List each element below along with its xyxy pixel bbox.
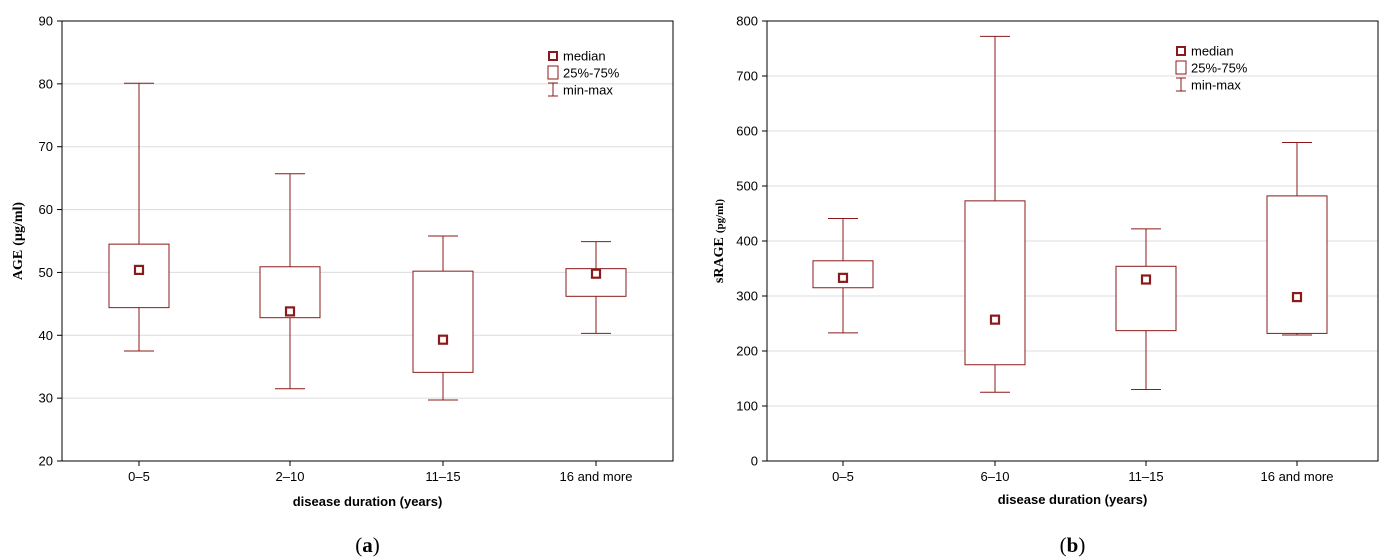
y-tick-label: 20 <box>39 454 53 469</box>
y-tick-label: 90 <box>39 14 53 29</box>
legend: median 25%-75% min-max <box>547 49 620 98</box>
y-tick-label: 600 <box>736 124 758 139</box>
box-2 <box>412 235 474 401</box>
y-tick-label: 500 <box>736 179 758 194</box>
median-marker <box>989 314 1001 325</box>
box-1 <box>259 173 321 390</box>
y-tick-label: 80 <box>39 76 53 91</box>
panel-label-letter: b <box>1067 533 1079 557</box>
x-axis-title: disease duration (years) <box>998 492 1148 507</box>
panel-label-open: ( <box>355 533 362 557</box>
legend: median 25%-75% min-max <box>1175 44 1248 93</box>
x-tick-label: 11–15 <box>1128 469 1163 484</box>
chart-panel-a: 20 30 40 50 60 70 80 90 0–5 2–10 11–15 16 and more d… <box>11 14 674 557</box>
plot-frame <box>61 20 674 462</box>
panel-label-letter: a <box>362 533 373 557</box>
box-0 <box>812 217 874 334</box>
y-axis-title: sRAGE (pg/ml) <box>712 199 727 283</box>
iqr-box <box>964 200 1026 366</box>
x-tick-label: 11–15 <box>425 469 460 484</box>
legend-whisker-label: min-max <box>563 83 613 98</box>
x-tick-label: 16 and more <box>560 469 633 484</box>
y-axis-title-unit: (pg/ml) <box>714 199 726 234</box>
y-axis-title-main: sRAGE <box>712 237 727 283</box>
legend-median-label: median <box>563 49 606 64</box>
y-tick-label: 100 <box>736 399 758 414</box>
y-tick-label: 70 <box>39 139 53 154</box>
y-tick-label: 300 <box>736 289 758 304</box>
iqr-box <box>108 243 170 309</box>
panel-label: (a) <box>355 533 380 557</box>
plot-frame <box>766 20 1379 462</box>
panel-label-close: ) <box>373 533 380 557</box>
median-marker <box>1140 274 1152 285</box>
legend-median-swatch <box>548 51 558 61</box>
iqr-box <box>412 270 474 373</box>
x-tick-label: 16 and more <box>1261 469 1334 484</box>
y-tick-label: 700 <box>736 69 758 84</box>
y-axis-title-unit: (µg/ml) <box>11 202 26 246</box>
y-tick-label: 60 <box>39 202 53 217</box>
panel-label: (b) <box>1060 533 1086 557</box>
legend-box-label: 25%-75% <box>1191 61 1248 76</box>
x-tick-label: 0–5 <box>832 469 854 484</box>
box-3 <box>565 241 627 334</box>
median-marker <box>437 334 449 345</box>
iqr-box <box>1266 195 1328 334</box>
median-marker <box>133 264 145 276</box>
y-tick-label: 0 <box>751 454 758 469</box>
chart-panel-b: 0 100 200 300 400 500 600 700 800 0–5 6–10 11–15 16 … <box>712 14 1379 557</box>
box-0 <box>108 82 170 352</box>
y-axis-title: AGE (µg/ml) <box>11 202 26 281</box>
median-marker <box>837 272 849 283</box>
panel-label-open: ( <box>1060 533 1067 557</box>
y-tick-label: 200 <box>736 344 758 359</box>
legend-median-swatch <box>1176 46 1186 56</box>
box-3 <box>1266 142 1328 336</box>
y-tick-label: 800 <box>736 14 758 29</box>
legend-box-label: 25%-75% <box>563 66 620 81</box>
x-tick-label: 6–10 <box>981 469 1010 484</box>
x-tick-label: 0–5 <box>128 469 150 484</box>
y-tick-label: 50 <box>39 265 53 280</box>
legend-box-swatch <box>1175 60 1187 75</box>
y-tick-label: 30 <box>39 391 53 406</box>
legend-whisker-label: min-max <box>1191 78 1241 93</box>
box-1 <box>964 35 1026 393</box>
y-axis-title-main: AGE <box>11 250 26 280</box>
legend-box-swatch <box>547 65 559 80</box>
box-2 <box>1115 228 1177 390</box>
y-tick-label: 40 <box>39 328 53 343</box>
x-axis-title: disease duration (years) <box>293 494 443 509</box>
median-marker <box>284 306 296 317</box>
median-marker <box>1291 292 1303 303</box>
y-tick-label: 400 <box>736 234 758 249</box>
median-marker <box>590 268 602 279</box>
x-tick-label: 2–10 <box>276 469 305 484</box>
legend-median-label: median <box>1191 44 1234 59</box>
panel-label-close: ) <box>1078 533 1085 557</box>
